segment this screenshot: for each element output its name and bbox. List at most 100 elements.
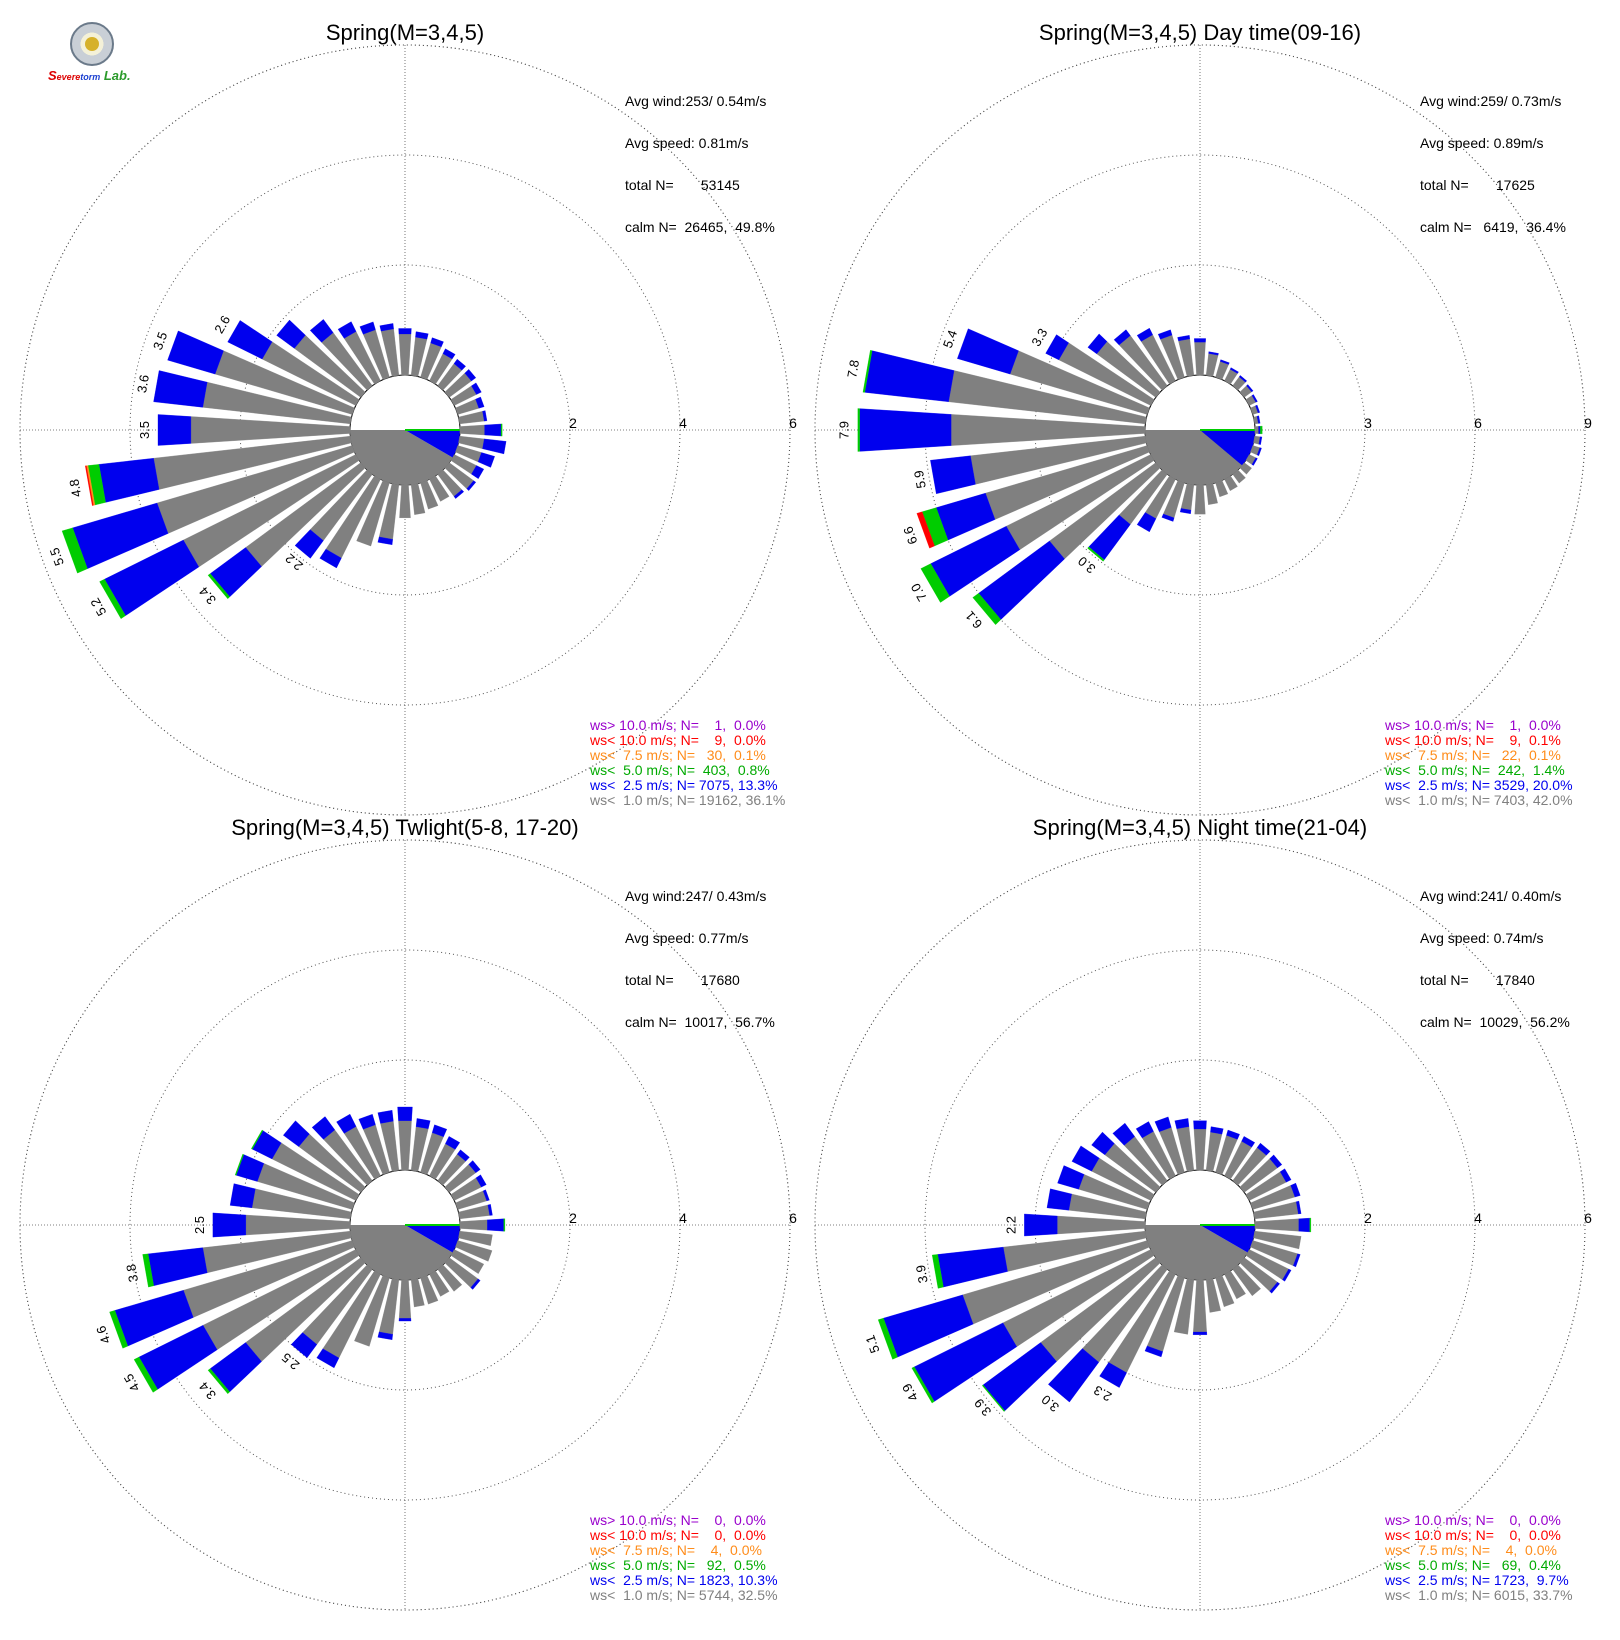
windrose-bar-segment bbox=[99, 578, 126, 619]
windrose-bar-segment bbox=[1046, 1188, 1072, 1211]
windrose-panel-2: 2 4 6 2.5 3.4 4.5 4.6 3.8 2.5 Spring(M=3,4,5) Tw… bbox=[0, 795, 810, 1615]
windrose-bar-segment bbox=[457, 1149, 470, 1162]
legend-entry: ws< 5.0 m/s; N= 242, 1.4% bbox=[1385, 762, 1565, 778]
windrose-bar-segment bbox=[1298, 1217, 1310, 1233]
windrose-bar-segment bbox=[1296, 1200, 1302, 1215]
windrose-bar-segment bbox=[212, 1212, 246, 1238]
windrose-bar-segment bbox=[1256, 415, 1261, 424]
windrose-bar-segment bbox=[311, 1116, 336, 1140]
windrose-bar-segment bbox=[1057, 1165, 1085, 1190]
bar-total-label: 6.1 bbox=[962, 608, 985, 631]
windrose-bar-segment bbox=[864, 350, 955, 402]
bar-total-label: 3.3 bbox=[1028, 326, 1050, 349]
calm-n: calm N= 10017, 56.7% bbox=[625, 1014, 775, 1030]
legend-entry: ws< 5.0 m/s; N= 92, 0.5% bbox=[590, 1557, 766, 1573]
windrose-bar-segment bbox=[920, 563, 950, 603]
bar-total-label: 2.5 bbox=[279, 1350, 302, 1373]
windrose-bar-segment bbox=[453, 489, 465, 499]
windrose-bar-segment bbox=[1173, 1278, 1195, 1335]
windrose-chart-1: 3 6 9 3.0 6.1 7.0 6.6 5.9 7.9 7.8 5.4 3.3 bbox=[814, 44, 1592, 816]
legend-entry: ws< 2.5 m/s; N= 1823, 10.3% bbox=[590, 1572, 778, 1588]
legend-entry: ws> 10.0 m/s; N= 0, 0.0% bbox=[1385, 1512, 1561, 1528]
windrose-bar-segment bbox=[1161, 513, 1175, 522]
windrose-bar-segment bbox=[398, 328, 412, 335]
windrose-bar-segment bbox=[445, 1136, 460, 1150]
legend-entry: ws< 10.0 m/s; N= 0, 0.0% bbox=[590, 1527, 766, 1543]
windrose-bar-segment bbox=[1251, 457, 1258, 466]
windrose-bar-segment bbox=[429, 1270, 450, 1297]
windrose-bar-segment bbox=[336, 1113, 357, 1134]
windrose-bar-segment bbox=[276, 319, 306, 349]
windrose-bar-segment bbox=[1205, 1278, 1221, 1313]
axis-tick-label: 2 bbox=[569, 1210, 577, 1226]
axis-tick-label: 3 bbox=[1364, 415, 1372, 431]
windrose-bar-segment bbox=[1290, 1182, 1301, 1198]
total-n: total N= 53145 bbox=[625, 177, 740, 193]
windrose-bar-segment bbox=[354, 1275, 390, 1347]
avg-wind: Avg wind:241/ 0.40m/s bbox=[1420, 888, 1562, 904]
windrose-bar-segment bbox=[450, 1249, 485, 1274]
windrose-bar-segment bbox=[1251, 394, 1258, 403]
bar-total-label: 7.0 bbox=[908, 581, 930, 604]
windrose-bar-segment bbox=[475, 1174, 487, 1188]
legend-entry: ws< 10.0 m/s; N= 9, 0.1% bbox=[1385, 732, 1561, 748]
bar-total-label: 5.4 bbox=[940, 328, 960, 350]
bar-total-label: 3.0 bbox=[1075, 553, 1098, 576]
legend-entry: ws< 1.0 m/s; N= 5744, 32.5% bbox=[590, 1587, 778, 1603]
windrose-bar-segment bbox=[429, 475, 450, 502]
windrose-bar-segment bbox=[398, 1279, 412, 1319]
windrose-bar-segment bbox=[1256, 447, 1262, 456]
windrose-bar-segment bbox=[1309, 1217, 1312, 1233]
bar-total-label: 7.9 bbox=[837, 421, 852, 439]
legend-entry: ws> 10.0 m/s; N= 1, 0.0% bbox=[590, 717, 766, 733]
windrose-bar-segment bbox=[916, 511, 935, 549]
windrose-bar-segment bbox=[471, 465, 485, 479]
windrose-bar-segment bbox=[459, 1219, 488, 1231]
windrose-bar-segment bbox=[1144, 1345, 1163, 1358]
calm-sector bbox=[350, 1225, 453, 1281]
windrose-bar-segment bbox=[981, 1384, 1006, 1412]
windrose-panel-1: 3 6 9 3.0 6.1 7.0 6.6 5.9 7.9 7.8 5.4 3.3 Spring(M=… bbox=[795, 0, 1605, 820]
windrose-bar-segment bbox=[1205, 353, 1219, 377]
legend: ws> 10.0 m/s; N= 1, 0.0% ws< 10.0 m/s; N=… bbox=[590, 718, 785, 808]
bar-total-label: 2.6 bbox=[211, 313, 233, 336]
windrose-bar-segment bbox=[464, 369, 477, 382]
calm-wedge bbox=[1200, 430, 1255, 466]
windrose-bar-segment bbox=[61, 527, 88, 574]
windrose-bar-segment bbox=[157, 414, 192, 446]
legend-entry: ws< 10.0 m/s; N= 9, 0.0% bbox=[590, 732, 766, 748]
windrose-bar-segment bbox=[1071, 1145, 1100, 1172]
windrose-bar-segment bbox=[1224, 475, 1238, 491]
legend-entry: ws< 2.5 m/s; N= 3529, 20.0% bbox=[1385, 777, 1573, 793]
windrose-bar-segment bbox=[1224, 1270, 1246, 1300]
windrose-bar-segment bbox=[437, 1264, 463, 1292]
windrose-bar-segment bbox=[356, 480, 390, 547]
windrose-bar-segment bbox=[358, 1114, 376, 1130]
windrose-bar-segment bbox=[1045, 334, 1069, 361]
axis-tick-label: 6 bbox=[789, 1210, 797, 1226]
bar-total-label: 5.9 bbox=[911, 469, 929, 489]
windrose-bar-segment bbox=[1254, 426, 1259, 434]
bar-total-label: 3.8 bbox=[123, 1263, 141, 1283]
windrose-bar-segment bbox=[1258, 426, 1261, 434]
axis-tick-label: 4 bbox=[679, 415, 687, 431]
avg-wind: Avg wind:247/ 0.43m/s bbox=[625, 888, 767, 904]
windrose-bar-segment bbox=[1194, 342, 1206, 376]
windrose-bar-segment bbox=[309, 319, 334, 343]
windrose-bar-segment bbox=[1192, 1331, 1208, 1335]
windrose-bar-segment bbox=[857, 408, 860, 452]
windrose-bar-segment bbox=[415, 1118, 431, 1129]
windrose-bar-segment bbox=[1048, 1348, 1100, 1403]
avg-wind: Avg wind:253/ 0.54m/s bbox=[625, 93, 767, 109]
windrose-bar-segment bbox=[1177, 335, 1190, 342]
windrose-bar-segment bbox=[911, 1366, 935, 1404]
axis-tick-label: 4 bbox=[1474, 1210, 1482, 1226]
windrose-bar-segment bbox=[487, 1218, 504, 1232]
axis-tick-label: 2 bbox=[569, 415, 577, 431]
bar-total-label: 4.5 bbox=[121, 1371, 143, 1394]
chart-title: Spring(M=3,4,5) bbox=[325, 20, 485, 45]
windrose-bar-segment bbox=[482, 438, 507, 455]
legend-entry: ws< 2.5 m/s; N= 7075, 13.3% bbox=[590, 777, 778, 793]
windrose-bar-segment bbox=[133, 1356, 158, 1393]
chart-title: Spring(M=3,4,5) Day time(09-16) bbox=[1038, 20, 1362, 45]
